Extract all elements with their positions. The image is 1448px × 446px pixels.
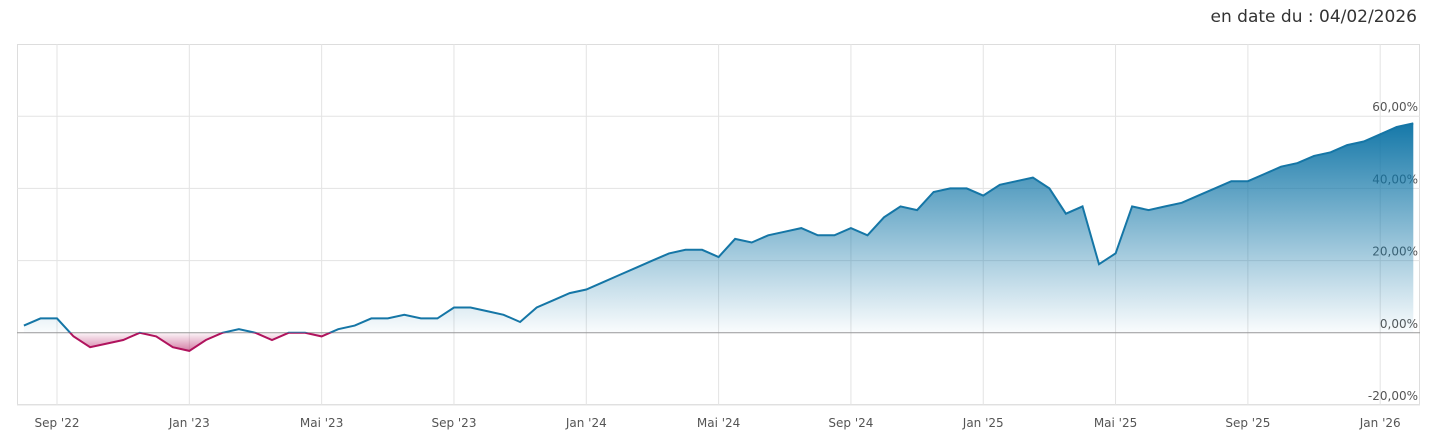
y-tick-label: -20,00% bbox=[1368, 389, 1418, 403]
area-negative bbox=[23, 332, 1414, 351]
date-label: en date du : 04/02/2026 bbox=[1211, 7, 1417, 27]
area-positive bbox=[23, 123, 1414, 333]
x-tick-label: Jan '24 bbox=[565, 416, 607, 430]
x-tick-label: Sep '25 bbox=[1225, 416, 1270, 430]
x-tick-label: Mai '25 bbox=[1094, 416, 1137, 430]
x-tick-label: Sep '24 bbox=[828, 416, 873, 430]
x-tick-label: Mai '23 bbox=[300, 416, 343, 430]
x-tick-label: Sep '22 bbox=[35, 416, 80, 430]
plot-group bbox=[23, 122, 1414, 352]
x-tick-label: Sep '23 bbox=[431, 416, 476, 430]
y-tick-label: 60,00% bbox=[1372, 100, 1418, 114]
x-tick-label: Jan '26 bbox=[1359, 416, 1401, 430]
x-tick-label: Jan '23 bbox=[168, 416, 210, 430]
x-tick-label: Jan '25 bbox=[962, 416, 1004, 430]
x-tick-label: Mai '24 bbox=[697, 416, 740, 430]
line bbox=[23, 122, 1414, 333]
line-negative bbox=[68, 332, 333, 352]
